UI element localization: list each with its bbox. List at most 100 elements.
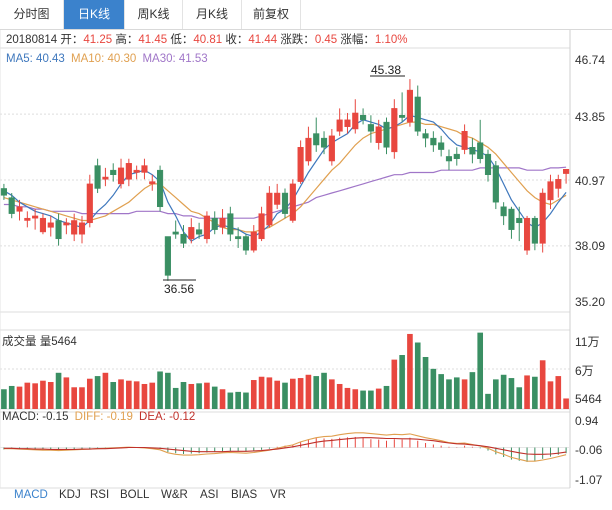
candle-body xyxy=(133,169,140,173)
indicator-macd[interactable]: MACD xyxy=(14,489,48,501)
tab-daily-k[interactable]: 日K线 xyxy=(64,0,125,29)
candle-body xyxy=(71,220,78,235)
volume-bar xyxy=(391,359,398,409)
price-tick-label: 43.85 xyxy=(575,110,605,124)
indicator-tabs: MACD KDJ RSI BOLL W&R ASI BIAS VR xyxy=(0,487,612,509)
candle xyxy=(39,213,47,235)
candle xyxy=(281,188,289,219)
candle-body xyxy=(274,192,281,205)
indicator-bias[interactable]: BIAS xyxy=(231,489,258,501)
volume-bar xyxy=(118,379,124,409)
candle xyxy=(414,85,421,136)
open-label: 开： xyxy=(60,34,84,46)
candle-body xyxy=(375,126,382,143)
candle-body xyxy=(219,217,226,228)
indicator-asi[interactable]: ASI xyxy=(200,489,219,501)
candle-body xyxy=(430,137,437,146)
candle xyxy=(328,128,335,166)
indicator-vr[interactable]: VR xyxy=(270,489,286,501)
tab-monthly-k[interactable]: 月K线 xyxy=(183,0,242,29)
candle xyxy=(242,234,250,255)
indicator-kdj[interactable]: KDJ xyxy=(59,489,81,501)
volume-bar xyxy=(243,392,249,409)
high-value: 41.45 xyxy=(138,34,168,46)
macd-legend: MACD: -0.15 DIFF: -0.19 DEA: -0.12 xyxy=(2,411,195,423)
candle xyxy=(219,209,226,235)
candle-body xyxy=(86,183,93,224)
candle xyxy=(196,222,203,239)
volume-bar xyxy=(79,387,85,409)
indicator-rsi[interactable]: RSI xyxy=(90,489,110,501)
volume-bar xyxy=(250,380,257,409)
candle xyxy=(289,179,296,223)
volume-bar xyxy=(16,386,23,409)
close-value: 41.44 xyxy=(248,34,278,46)
volume-bar xyxy=(446,379,452,409)
ma30-value: 41.53 xyxy=(178,53,208,65)
volume-bar xyxy=(172,387,179,409)
candle-body xyxy=(125,163,132,180)
candle-body xyxy=(149,181,156,185)
candle xyxy=(227,206,234,242)
candle xyxy=(555,174,562,198)
volume-bar xyxy=(165,372,171,409)
volume-bar xyxy=(266,377,273,409)
indicator-boll[interactable]: BOLL xyxy=(120,489,150,501)
tab-forward-adjusted[interactable]: 前复权 xyxy=(242,0,301,29)
candle-body xyxy=(461,131,468,150)
low-label: 低： xyxy=(170,34,194,46)
volume-bar xyxy=(407,333,413,409)
close-label: 收： xyxy=(225,34,249,46)
candle xyxy=(55,213,62,246)
candle xyxy=(313,117,320,152)
min-price-label: 36.56 xyxy=(164,282,194,296)
candle xyxy=(445,149,453,171)
candle-body xyxy=(438,142,445,150)
candle-body xyxy=(508,208,515,230)
candle-body xyxy=(406,89,413,123)
volume-bar xyxy=(289,378,296,409)
candle-body xyxy=(383,121,390,148)
candle xyxy=(547,174,554,210)
candle-body xyxy=(266,192,273,226)
volume-bar xyxy=(86,378,93,409)
volume-bar xyxy=(94,376,101,409)
candle-body xyxy=(102,176,109,180)
candle-body xyxy=(531,217,538,244)
tab-timeshare[interactable]: 分时图 xyxy=(0,0,64,29)
candle-body xyxy=(180,233,187,244)
macd-lines xyxy=(3,432,567,462)
candle-body xyxy=(336,119,343,132)
volume-bar xyxy=(383,385,390,409)
volume-bar xyxy=(414,342,421,409)
volume-bar xyxy=(149,382,156,409)
indicator-wr[interactable]: W&R xyxy=(161,489,188,501)
volume-bars xyxy=(1,332,569,409)
candle xyxy=(258,206,265,242)
volume-bar xyxy=(524,375,530,409)
diff-value: -0.19 xyxy=(106,411,133,423)
candle xyxy=(500,202,507,226)
candle xyxy=(149,174,156,191)
candle-body xyxy=(414,96,421,132)
volume-bar xyxy=(500,374,507,409)
volume-bar xyxy=(563,398,569,409)
volume-bar xyxy=(321,372,327,409)
candle-body xyxy=(305,137,312,162)
tab-weekly-k[interactable]: 周K线 xyxy=(125,0,183,29)
volume-bar xyxy=(438,374,444,409)
macd-tick-label: 0.94 xyxy=(575,414,599,428)
volume-bar xyxy=(211,386,218,409)
volume-bar xyxy=(219,389,226,409)
candle xyxy=(86,174,93,228)
candle xyxy=(523,215,531,255)
ma5-line xyxy=(3,114,567,242)
candles xyxy=(0,79,570,281)
volume-bar xyxy=(469,372,476,409)
volume-bar xyxy=(547,381,554,409)
candle xyxy=(344,112,351,134)
candle-body xyxy=(500,206,507,217)
volume-axis: 11万 6万 5464 xyxy=(575,335,602,406)
volume-bar xyxy=(508,378,515,409)
candle-body xyxy=(367,124,374,132)
